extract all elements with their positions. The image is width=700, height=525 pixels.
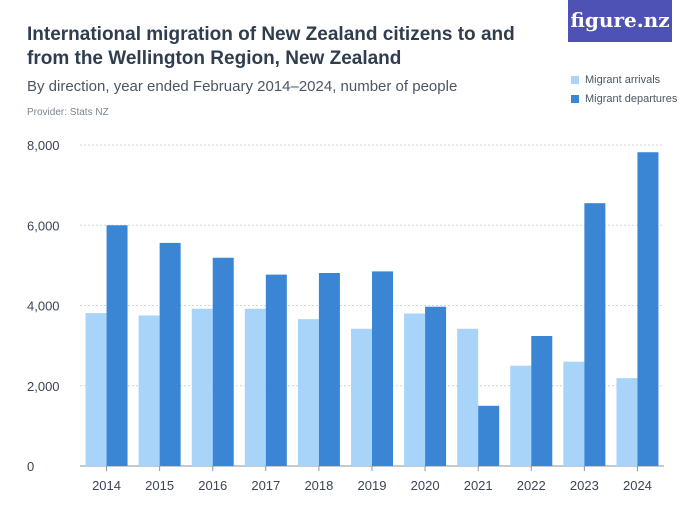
x-tick-label: 2015: [145, 478, 174, 493]
legend-label-arrivals: Migrant arrivals: [585, 73, 661, 86]
bar-departures: [106, 225, 128, 466]
legend-swatch-departures: [571, 94, 579, 103]
y-tick-label: 8,000: [27, 138, 60, 153]
provider-note: Provider: Stats NZ: [27, 107, 109, 118]
y-tick-label: 2,000: [27, 379, 60, 394]
bar-departures: [212, 257, 234, 466]
legend-label-departures: Migrant departures: [585, 92, 678, 105]
y-tick-label: 6,000: [27, 218, 60, 233]
x-tick-label: 2014: [92, 478, 121, 493]
bar-departures: [584, 203, 606, 466]
x-tick-label: 2021: [464, 478, 493, 493]
chart-legend: Migrant arrivals Migrant departures: [571, 70, 677, 108]
bar-arrivals: [510, 365, 532, 466]
bar-arrivals: [563, 361, 585, 466]
bar-arrivals: [351, 328, 372, 466]
y-tick-label: 0: [27, 459, 34, 474]
x-tick-label: 2023: [570, 478, 599, 493]
bar-arrivals: [616, 378, 638, 466]
x-tick-label: 2017: [251, 478, 280, 493]
y-tick-label: 4,000: [27, 299, 60, 314]
bar-arrivals: [138, 315, 160, 466]
bar-departures: [425, 306, 447, 466]
x-tick-label: 2020: [411, 478, 440, 493]
bar-departures: [159, 242, 181, 466]
bar-arrivals: [85, 313, 107, 466]
figure-nz-logo[interactable]: figure.nz: [568, 0, 672, 42]
legend-swatch-arrivals: [571, 75, 579, 84]
bar-arrivals: [191, 308, 213, 466]
x-tick-label: 2016: [198, 478, 227, 493]
x-tick-label: 2018: [304, 478, 333, 493]
x-tick-label: 2022: [517, 478, 546, 493]
x-tick-label: 2019: [358, 478, 387, 493]
legend-item-arrivals: Migrant arrivals: [571, 70, 677, 89]
bar-arrivals: [244, 308, 266, 466]
bar-departures: [265, 274, 287, 466]
bar-departures: [372, 271, 393, 466]
bar-departures: [637, 152, 659, 466]
chart-subtitle: By direction, year ended February 2014–2…: [27, 78, 458, 95]
bar-departures: [478, 405, 500, 466]
bar-arrivals: [457, 328, 479, 466]
chart-title: International migration of New Zealand c…: [27, 24, 515, 69]
bar-arrivals: [297, 319, 319, 466]
legend-item-departures: Migrant departures: [571, 89, 677, 108]
x-tick-label: 2024: [623, 478, 652, 493]
bar-departures: [531, 335, 553, 466]
bar-arrivals: [404, 313, 426, 466]
bar-departures: [318, 272, 340, 466]
